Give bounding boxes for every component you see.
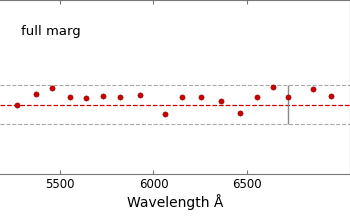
Point: [329, 94, 334, 97]
Point: [218, 99, 224, 102]
Point: [286, 95, 291, 98]
Point: [310, 88, 315, 91]
Point: [100, 94, 106, 97]
Point: [138, 93, 143, 96]
Point: [117, 95, 122, 98]
Point: [271, 86, 276, 89]
Point: [254, 95, 260, 98]
Point: [83, 96, 89, 99]
Point: [162, 112, 168, 116]
Point: [198, 95, 204, 99]
Point: [33, 92, 38, 95]
Point: [68, 95, 73, 98]
Text: full marg: full marg: [21, 25, 81, 38]
Point: [50, 87, 55, 90]
Point: [14, 103, 20, 107]
Point: [180, 95, 185, 98]
Point: [237, 111, 242, 114]
X-axis label: Wavelength Å: Wavelength Å: [127, 194, 223, 210]
